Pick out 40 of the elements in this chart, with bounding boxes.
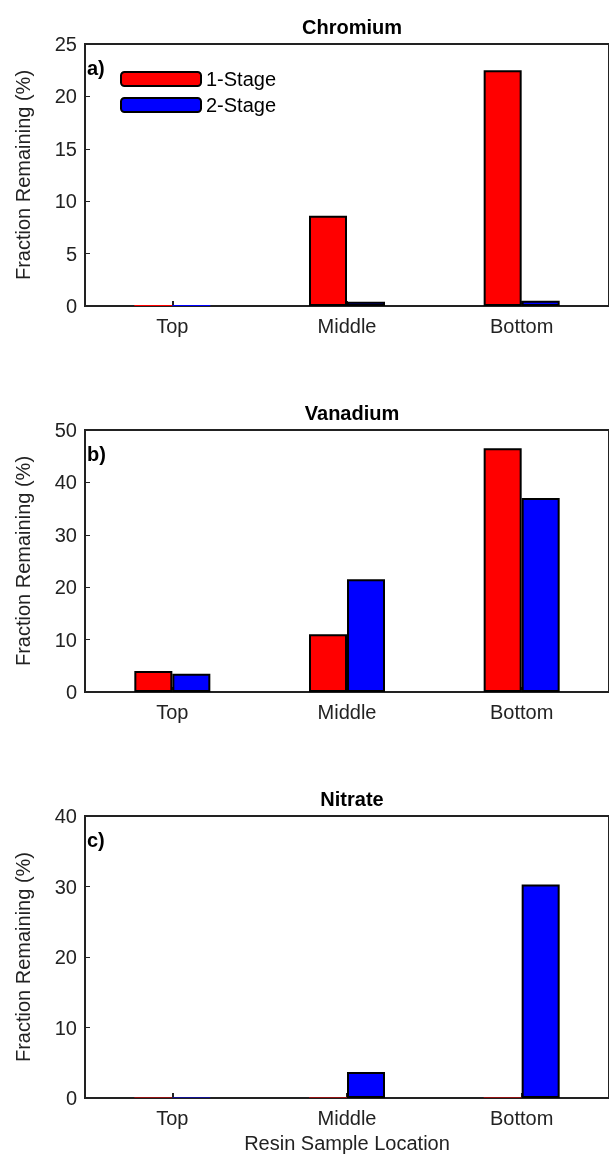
y-tick-label: 10 — [54, 1016, 77, 1039]
x-tick-label: Top — [156, 315, 189, 337]
y-tick-label: 20 — [54, 946, 77, 969]
bar — [521, 884, 560, 1099]
bar — [347, 1072, 385, 1099]
y-tick-label: 50 — [54, 419, 77, 441]
y-tick-label: 40 — [54, 471, 77, 494]
x-axis-title: Resin Sample Location — [244, 1132, 450, 1154]
chart-title: Vanadium — [304, 402, 400, 424]
x-tick-label: Middle — [317, 315, 377, 337]
x-tick-label: Top — [156, 1107, 189, 1130]
annotation: a) — [87, 57, 105, 79]
legend-label: 2-Stage — [206, 94, 277, 116]
x-tick-label: Top — [156, 701, 189, 723]
y-tick-label: 0 — [65, 1087, 77, 1110]
y-tick-label: 20 — [54, 85, 77, 108]
x-tick-label: Bottom — [489, 701, 554, 723]
x-tick-label: Middle — [317, 701, 377, 723]
y-tick-label: 10 — [54, 190, 77, 213]
y-tick-label: 5 — [65, 242, 77, 265]
chart-title: Nitrate — [320, 788, 384, 810]
annotation: c) — [87, 829, 105, 851]
legend-label: 1-Stage — [206, 68, 277, 90]
y-tick-label: 25 — [54, 33, 77, 55]
y-tick-label: 15 — [54, 137, 77, 160]
y-tick-label: 0 — [65, 295, 77, 317]
y-axis-title: Fraction Remaining (%) — [12, 69, 34, 281]
y-axis-title: Fraction Remaining (%) — [12, 455, 34, 667]
y-tick-label: 30 — [54, 875, 77, 898]
y-axis-title: Fraction Remaining (%) — [12, 852, 34, 1063]
y-tick-label: 0 — [65, 681, 77, 703]
chart-title: Chromium — [302, 16, 402, 38]
y-tick-label: 20 — [54, 576, 77, 599]
annotation: b) — [87, 443, 106, 465]
x-tick-label: Middle — [317, 1107, 377, 1130]
y-tick-label: 30 — [54, 523, 77, 546]
y-tick-label: 10 — [54, 628, 77, 651]
x-tick-label: Bottom — [489, 1107, 554, 1130]
y-tick-label: 40 — [54, 805, 77, 827]
x-tick-label: Bottom — [489, 315, 554, 337]
